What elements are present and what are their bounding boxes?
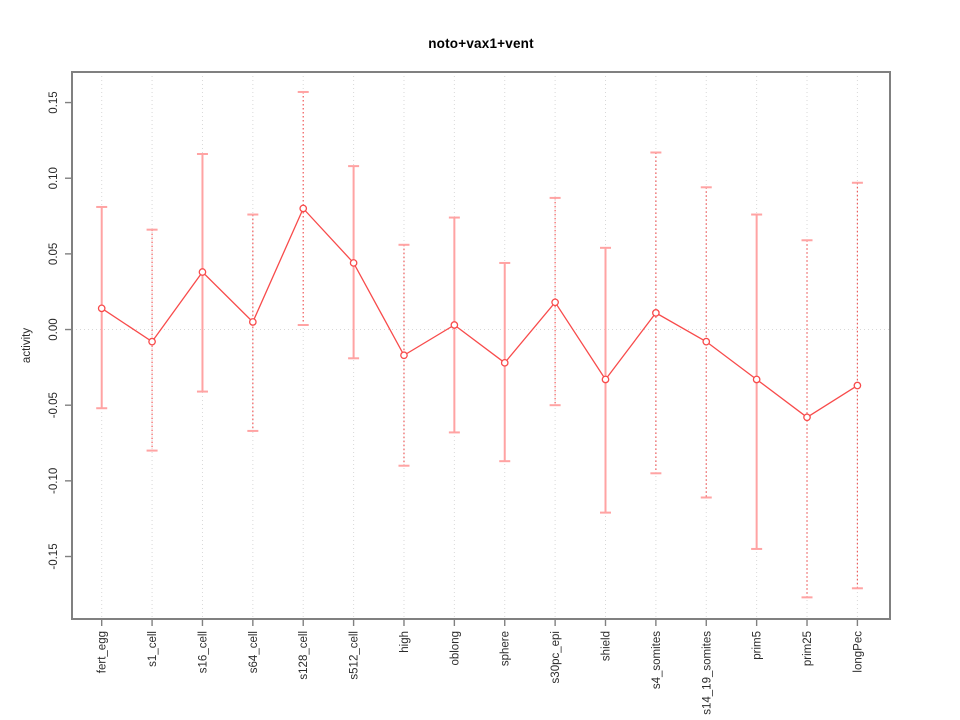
x-tick-label: s16_cell [197, 631, 209, 673]
y-axis-label: activity [21, 328, 33, 363]
data-point [248, 318, 257, 326]
data-point [450, 321, 459, 329]
x-tick-label: sphere [500, 631, 512, 666]
data-point [198, 268, 207, 276]
x-tick-label: s512_cell [349, 631, 361, 680]
data-point [299, 204, 308, 213]
x-tick-label: high [399, 631, 411, 653]
y-tick-label: -0.15 [48, 543, 60, 569]
y-tick-label: 0.00 [48, 318, 60, 340]
data-point [803, 413, 811, 422]
y-tick-label: 0.10 [48, 167, 60, 189]
data-point [148, 337, 156, 346]
data-point [500, 358, 509, 367]
plot-border [71, 71, 891, 620]
x-tick-label: s14_19_somites [701, 631, 713, 715]
x-tick-label: s128_cell [298, 631, 310, 680]
y-tick-label: -0.05 [48, 392, 60, 418]
data-point [752, 375, 761, 384]
y-tick-label: -0.10 [48, 468, 60, 494]
x-tick-label: s64_cell [248, 631, 260, 673]
data-point [551, 298, 559, 307]
x-tick-label: fert_egg [97, 631, 109, 673]
x-tick-label: s1_cell [147, 631, 159, 667]
x-tick-label: s4_somites [651, 631, 663, 689]
chart-title: noto+vax1+vent [428, 36, 534, 51]
y-tick-label: 0.05 [48, 243, 60, 265]
y-tick-label: 0.15 [48, 91, 60, 113]
series-line [101, 207, 858, 419]
data-point [349, 259, 358, 267]
x-tick-label: oblong [449, 631, 461, 666]
data-point [97, 304, 106, 313]
x-tick-label: shield [601, 631, 613, 661]
data-point [400, 351, 408, 360]
data-point [853, 381, 862, 390]
data-point [702, 337, 711, 346]
x-tick-label: prim5 [752, 631, 764, 660]
x-tick-label: prim25 [802, 631, 814, 666]
x-tick-label: s30pc_epi [550, 631, 562, 683]
data-point [601, 375, 610, 384]
data-point [652, 309, 660, 317]
x-tick-label: longPec [852, 631, 864, 673]
